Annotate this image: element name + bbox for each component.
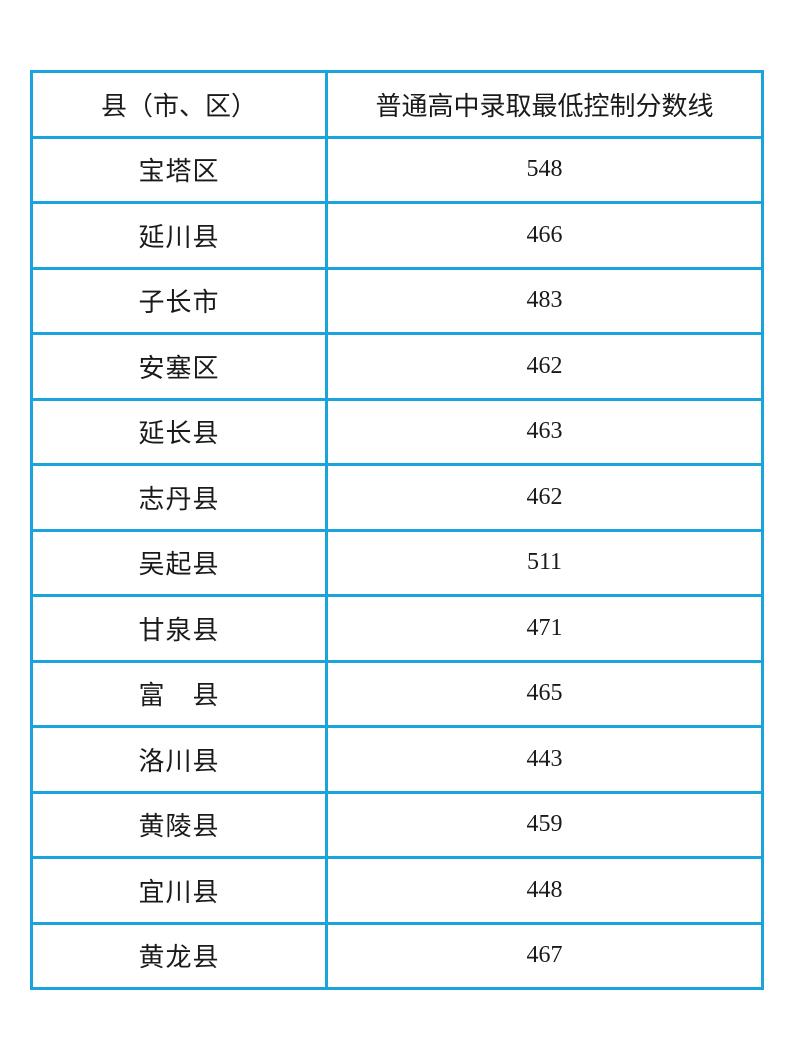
county-cell: 甘泉县 xyxy=(30,594,328,663)
county-cell: 黄陵县 xyxy=(30,790,328,859)
county-cell: 宝塔区 xyxy=(30,135,328,204)
header-score: 普通高中录取最低控制分数线 xyxy=(325,70,764,139)
score-cell: 466 xyxy=(325,201,764,270)
score-cell: 483 xyxy=(325,266,764,335)
table-row: 延川县 466 xyxy=(30,201,764,270)
score-cell: 511 xyxy=(325,528,764,597)
header-row: 县（市、区） 普通高中录取最低控制分数线 xyxy=(30,70,764,139)
score-cell: 467 xyxy=(325,921,764,990)
table-row: 宝塔区 548 xyxy=(30,135,764,204)
county-cell: 吴起县 xyxy=(30,528,328,597)
table-row: 子长市 483 xyxy=(30,266,764,335)
score-cell: 465 xyxy=(325,659,764,728)
table-row: 富 县 465 xyxy=(30,659,764,728)
county-cell: 安塞区 xyxy=(30,332,328,401)
county-cell: 洛川县 xyxy=(30,725,328,794)
score-cell: 548 xyxy=(325,135,764,204)
table-row: 洛川县 443 xyxy=(30,725,764,794)
county-cell: 富 县 xyxy=(30,659,328,728)
table-row: 吴起县 511 xyxy=(30,528,764,597)
county-cell: 宜川县 xyxy=(30,856,328,925)
table-row: 宜川县 448 xyxy=(30,856,764,925)
header-county: 县（市、区） xyxy=(30,70,328,139)
county-cell: 延川县 xyxy=(30,201,328,270)
table-row: 安塞区 462 xyxy=(30,332,764,401)
score-table: 县（市、区） 普通高中录取最低控制分数线 宝塔区 548 延川县 466 子长市 4… xyxy=(30,70,764,990)
county-cell: 黄龙县 xyxy=(30,921,328,990)
score-cell: 462 xyxy=(325,463,764,532)
score-cell: 462 xyxy=(325,332,764,401)
county-cell: 子长市 xyxy=(30,266,328,335)
table-row: 黄龙县 467 xyxy=(30,921,764,990)
county-cell: 志丹县 xyxy=(30,463,328,532)
score-cell: 448 xyxy=(325,856,764,925)
county-cell: 延长县 xyxy=(30,397,328,466)
score-cell: 463 xyxy=(325,397,764,466)
score-cell: 459 xyxy=(325,790,764,859)
table-row: 志丹县 462 xyxy=(30,463,764,532)
table-row: 黄陵县 459 xyxy=(30,790,764,859)
score-cell: 443 xyxy=(325,725,764,794)
table-row: 甘泉县 471 xyxy=(30,594,764,663)
table-row: 延长县 463 xyxy=(30,397,764,466)
score-cell: 471 xyxy=(325,594,764,663)
